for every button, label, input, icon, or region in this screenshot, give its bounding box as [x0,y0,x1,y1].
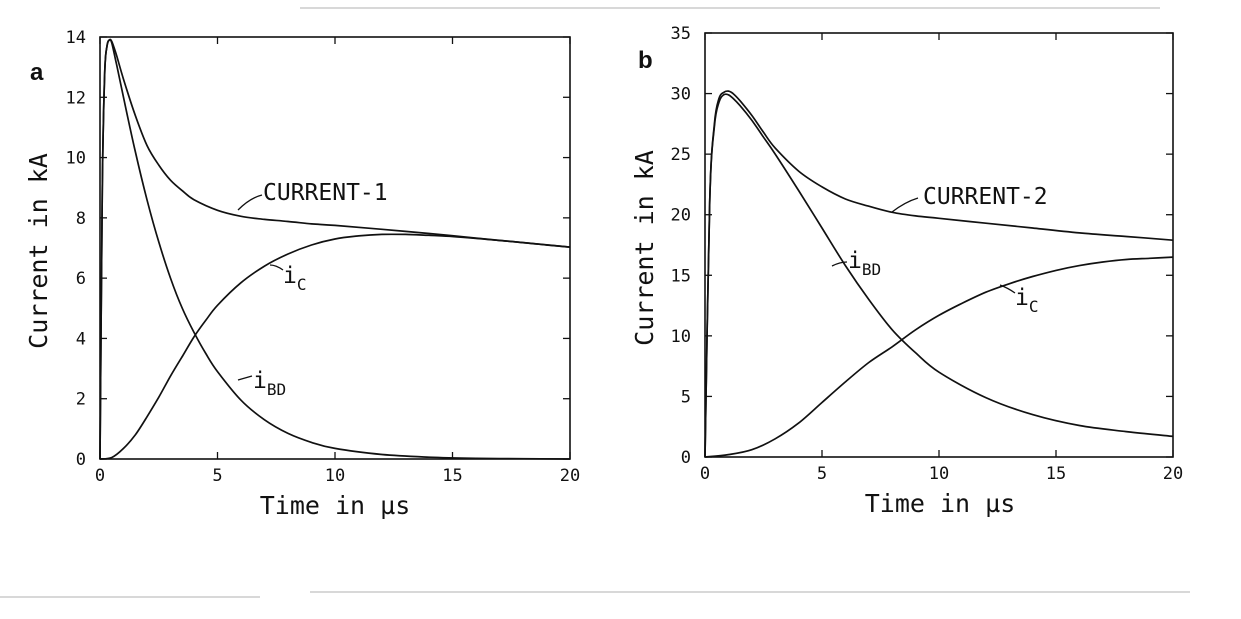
y-axis-title-a: Current in kA [24,153,53,349]
y-tick-label: 6 [76,269,86,289]
x-tick-label: 0 [700,464,710,484]
annotation-current-2: CURRENT-2 [923,184,1048,210]
y-tick-label: 14 [66,28,86,48]
x-tick-label: 15 [1046,464,1066,484]
x-tick-label: 5 [212,466,222,486]
y-tick-label: 30 [671,85,691,105]
annotation-i-bd-a-sub: BD [267,380,286,399]
annotation-i-c-b-sub: C [1029,297,1039,316]
annotation-i-c-a-sub: C [297,275,307,294]
leader-i-c-b [999,284,1016,294]
y-axis-title-b: Current in kA [630,150,659,346]
series-line-current-1 [99,38,571,460]
x-tick-label: 10 [325,466,345,486]
series-line-i-c [704,256,1174,458]
y-tick-label: 10 [66,149,86,169]
y-tick-label: 15 [671,266,691,286]
series-line-i-bd [704,93,1174,458]
y-tick-label: 2 [76,390,86,410]
series-line-i-c [99,233,571,460]
x-axis-title-b: Time in µs [865,489,1016,518]
plot-frame [99,36,571,460]
annotation-i-bd-b-sub: BD [862,260,881,279]
annotation-i-c-b-main: i [1015,285,1029,311]
annotation-i-c-a: iC [283,263,307,294]
annotation-i-bd-b-main: i [848,248,862,274]
panel-label-a: a [30,59,44,86]
x-tick-label: 15 [442,466,462,486]
leader-i-bd-a [237,375,253,381]
series-line-i-bd [99,38,571,460]
x-tick-label: 20 [1163,464,1183,484]
y-tick-label: 4 [76,329,86,349]
series-line-current-2 [704,90,1174,458]
annotation-i-bd-b: iBD [848,248,881,279]
x-tick-label: 20 [560,466,580,486]
y-tick-label: 25 [671,145,691,165]
annotation-current-1: CURRENT-1 [263,180,388,206]
y-tick-label: 20 [671,206,691,226]
y-tick-label: 0 [681,448,691,468]
annotation-i-c-b: iC [1015,285,1039,316]
x-axis-title-a: Time in µs [260,491,411,520]
y-tick-label: 12 [66,88,86,108]
y-tick-label: 10 [671,327,691,347]
x-tick-label: 10 [929,464,949,484]
y-tick-label: 8 [76,209,86,229]
x-tick-label: 5 [817,464,827,484]
annotation-i-c-a-main: i [283,263,297,289]
y-tick-label: 0 [76,450,86,470]
leader-current-2 [891,197,919,213]
x-tick-label: 0 [95,466,105,486]
panel-label-b: b [638,47,653,74]
chart-panel-b: b Current in kA Time in µs CURRENT-2 iBD… [630,24,1183,518]
chart-panel-a: a Current in kA Time in µs CURRENT-1 iC … [24,28,580,520]
leader-current-1 [237,194,263,211]
leader-i-c-a [269,264,284,271]
plot-frame [704,32,1174,458]
y-tick-label: 5 [681,387,691,407]
leader-i-bd-b [831,261,848,267]
annotation-i-bd-a: iBD [253,368,286,399]
y-tick-label: 35 [671,24,691,44]
annotation-i-bd-a-main: i [253,368,267,394]
